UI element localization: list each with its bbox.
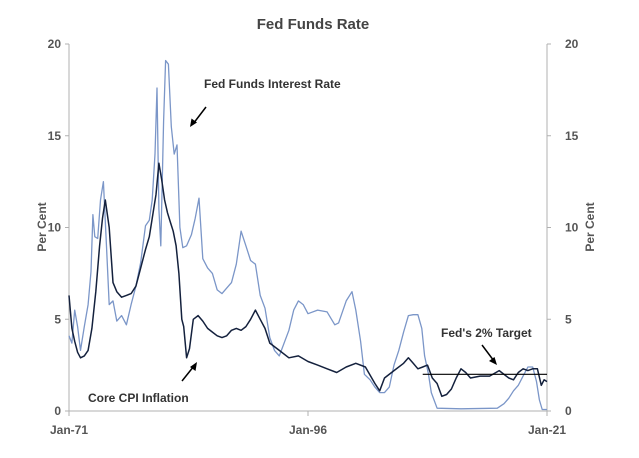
y-tick-label-right: 5 xyxy=(565,312,572,326)
chart-title: Fed Funds Rate xyxy=(257,16,370,33)
x-tick-label: Jan-71 xyxy=(50,423,88,437)
y-tick-label-left: 20 xyxy=(48,37,62,51)
y-tick-label-right: 20 xyxy=(565,37,579,51)
arrow-core-cpi xyxy=(181,362,197,382)
y-tick-label-left: 10 xyxy=(48,221,62,235)
y-axis-label-right: Per Cent xyxy=(583,202,597,251)
series-lines xyxy=(68,59,548,411)
y-tick-label-right: 10 xyxy=(565,221,579,235)
x-tick-label: Jan-21 xyxy=(528,423,566,437)
arrow-target xyxy=(481,344,497,365)
y-tick-label-left: 15 xyxy=(48,129,62,143)
y-tick-label-left: 0 xyxy=(54,404,61,418)
arrow-fed-funds xyxy=(190,106,207,127)
y-tick-label-right: 0 xyxy=(565,404,572,418)
annotation-core-cpi: Core CPI Inflation xyxy=(88,391,189,405)
y-tick-label-left: 5 xyxy=(54,312,61,326)
y-axis-label-left: Per Cent xyxy=(35,202,49,251)
axes xyxy=(65,43,551,416)
tick-labels: 0 0 5 5 10 10 15 15 20 20 Jan-71 Jan-96 Jan-21 xyxy=(48,37,579,437)
y-tick-label-right: 15 xyxy=(565,129,579,143)
series-line-fed-funds xyxy=(68,59,547,411)
x-tick-label: Jan-96 xyxy=(289,423,327,437)
annotation-target: Fed's 2% Target xyxy=(441,326,532,340)
series-line-core-cpi xyxy=(68,162,548,398)
annotation-fed-funds: Fed Funds Interest Rate xyxy=(204,77,341,91)
